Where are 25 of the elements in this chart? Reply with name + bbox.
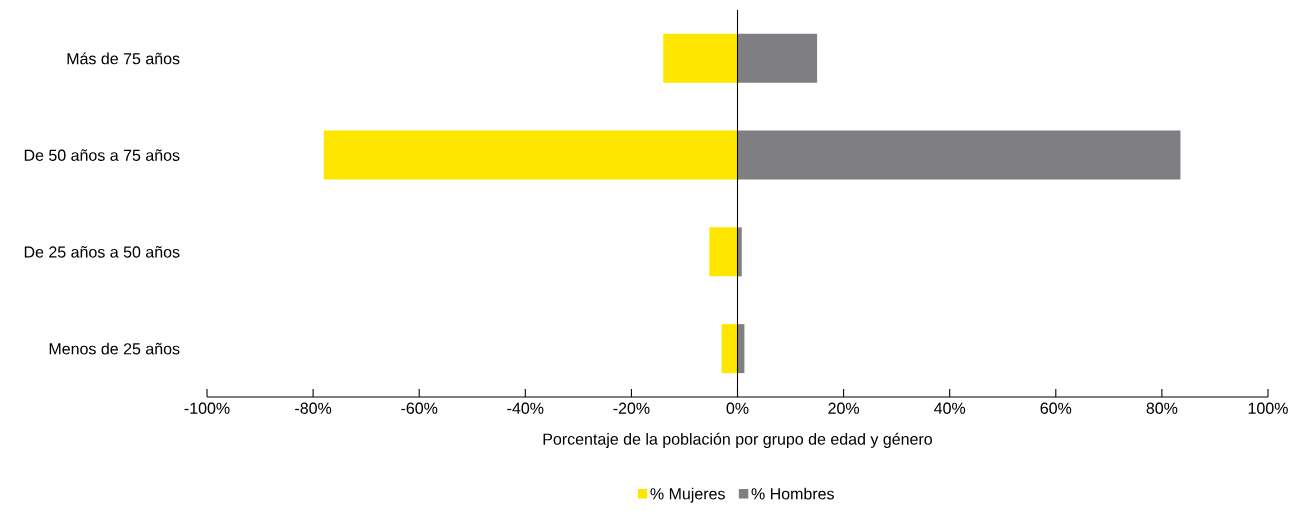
x-tick-label: 40% (934, 402, 966, 414)
bar (737, 227, 742, 277)
x-tick-label: 20% (828, 402, 860, 414)
y-tick-label: Menos de 25 años (49, 342, 180, 355)
x-tick-label: -80% (295, 402, 332, 414)
bar (737, 33, 818, 83)
x-tick-label: -40% (507, 402, 544, 414)
legend-label: % Hombres (751, 487, 834, 500)
bar (709, 227, 738, 277)
bar (663, 33, 738, 83)
bar (737, 130, 1181, 180)
y-tick-label: De 50 años a 75 años (24, 149, 180, 161)
x-tick-label: 100% (1248, 402, 1288, 414)
bar (323, 130, 738, 180)
x-axis-title: Porcentaje de la población por grupo de edad y género (543, 432, 932, 448)
y-tick-label: Más de 75 años (67, 52, 180, 65)
legend-label: % Mujeres (650, 487, 725, 503)
x-tick-label: 80% (1146, 402, 1178, 414)
x-tick-label: -20% (613, 402, 650, 414)
y-tick-label: De 25 años a 50 años (24, 246, 180, 258)
x-tick-label: -100% (184, 402, 230, 414)
x-tick-label: -60% (401, 402, 438, 414)
bar (721, 324, 738, 374)
x-tick-label: 0% (726, 402, 749, 414)
x-tick-label: 60% (1040, 402, 1072, 414)
